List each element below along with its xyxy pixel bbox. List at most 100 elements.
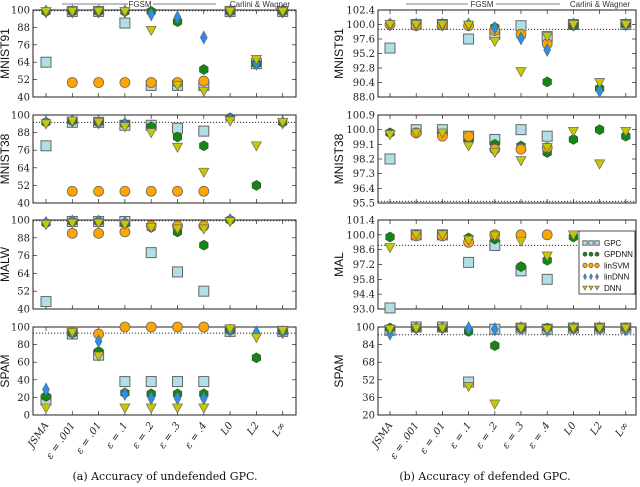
- point-dnn: [384, 20, 396, 31]
- point-dnn: [93, 7, 105, 18]
- point-dnn: [40, 220, 52, 231]
- y-tick-label: 97.3: [353, 169, 375, 180]
- point-lindnn: [121, 386, 129, 402]
- point-gpc: [198, 285, 210, 297]
- point-dnn: [171, 142, 184, 153]
- point-linsvm: [515, 143, 527, 155]
- point-dnn: [66, 116, 78, 127]
- point-dnn: [277, 7, 289, 18]
- point-gpc: [119, 17, 131, 29]
- y-axis-label: MNIST91: [332, 28, 346, 79]
- point-gpdnn: [516, 261, 526, 272]
- point-dnn: [66, 218, 78, 229]
- x-tick-label: L0: [562, 420, 579, 438]
- point-dnn: [277, 326, 289, 337]
- point-dnn: [463, 382, 475, 393]
- y-axis-label: MALW: [0, 246, 12, 282]
- y-tick-label: 99.1: [353, 140, 375, 151]
- group-labels-a: FGSM Carlini & Wagner: [62, 0, 290, 9]
- point-dnn: [250, 54, 262, 66]
- point-gpc: [198, 125, 210, 137]
- y-tick-label: 40: [17, 93, 30, 104]
- cw-label-b: Carlini & Wagner: [570, 0, 631, 9]
- point-dnn: [250, 141, 262, 152]
- point-gpc: [384, 153, 396, 165]
- plot-frame: [32, 114, 297, 204]
- y-tick-label: 52: [17, 181, 30, 192]
- y-axis-label: MNIST38: [332, 133, 346, 184]
- legend-marker-lindnn: [595, 273, 599, 281]
- point-dnn: [198, 86, 210, 97]
- point-dnn: [277, 117, 289, 129]
- y-tick-label: 100.0: [346, 125, 375, 136]
- point-gpc: [463, 256, 475, 268]
- point-dnn: [198, 224, 210, 235]
- y-tick-label: 100.0: [346, 230, 375, 241]
- point-dnn: [93, 218, 105, 229]
- legend-marker-gpdnn: [594, 251, 600, 257]
- point-gpdnn: [594, 124, 605, 136]
- point-dnn: [224, 7, 236, 18]
- y-tick-label: 84: [362, 340, 375, 351]
- point-gpdnn: [251, 352, 262, 364]
- plot-frame: [377, 326, 637, 416]
- point-linsvm: [66, 185, 78, 197]
- x-tick-label: ε = .01: [74, 420, 104, 456]
- y-tick-label: 88: [17, 23, 30, 34]
- point-lindnn: [490, 20, 499, 36]
- point-dnn: [620, 20, 632, 31]
- legend-marker-gpc: [588, 240, 594, 246]
- point-gpdnn: [490, 340, 500, 352]
- point-dnn: [40, 7, 52, 18]
- point-dnn: [384, 243, 396, 254]
- point-gpdnn: [199, 64, 209, 75]
- point-dnn: [489, 231, 501, 242]
- point-gpc: [40, 56, 52, 68]
- y-tick-label: 68: [362, 358, 375, 369]
- y-tick-label: 64: [17, 58, 30, 69]
- y-tick-label: 98.2: [353, 155, 375, 166]
- y-tick-label: 88: [17, 233, 30, 244]
- point-gpdnn: [199, 140, 209, 152]
- group-labels-b: FGSM Carlini & Wagner: [406, 0, 630, 9]
- point-gpdnn: [568, 134, 579, 145]
- point-lindnn: [517, 31, 525, 46]
- point-dnn: [489, 399, 501, 410]
- y-tick-label: 80: [17, 340, 30, 351]
- point-gpc: [541, 273, 553, 285]
- y-axis-label: MNIST38: [0, 133, 12, 184]
- point-gpc: [40, 140, 52, 152]
- point-dnn: [410, 20, 422, 31]
- point-linsvm: [66, 77, 78, 88]
- point-dnn: [410, 230, 422, 241]
- point-linsvm: [93, 185, 104, 197]
- legend-marker-gpc: [594, 240, 600, 246]
- point-dnn: [145, 25, 157, 37]
- point-linsvm: [198, 75, 210, 87]
- legend-marker-linsvm: [588, 262, 594, 268]
- point-linsvm: [66, 227, 78, 239]
- legend-marker-gpdnn: [588, 251, 594, 257]
- x-tick-label: ε = .1: [448, 420, 474, 451]
- legend-marker-linsvm: [594, 262, 600, 268]
- y-tick-label: 76: [17, 251, 30, 262]
- y-tick-label: 100.0: [346, 20, 375, 31]
- point-dnn: [541, 32, 553, 43]
- point-dnn: [541, 324, 553, 335]
- point-dnn: [198, 403, 210, 414]
- y-axis-label: MNIST91: [0, 28, 12, 79]
- y-tick-label: 60: [17, 358, 30, 369]
- legend-label-dnn: DNN: [604, 284, 622, 293]
- x-tick-label: ε = .1: [104, 420, 130, 451]
- y-tick-label: 100.9: [346, 111, 375, 122]
- y-tick-label: 52: [17, 287, 30, 298]
- point-gpdnn: [172, 131, 183, 143]
- x-tick-label: L2: [245, 420, 262, 438]
- x-tick-label: ε = .01: [418, 420, 448, 456]
- point-dnn: [384, 324, 396, 335]
- legend-marker-dnn: [588, 285, 594, 291]
- y-tick-label: 92.8: [353, 64, 375, 75]
- point-dnn: [515, 323, 527, 334]
